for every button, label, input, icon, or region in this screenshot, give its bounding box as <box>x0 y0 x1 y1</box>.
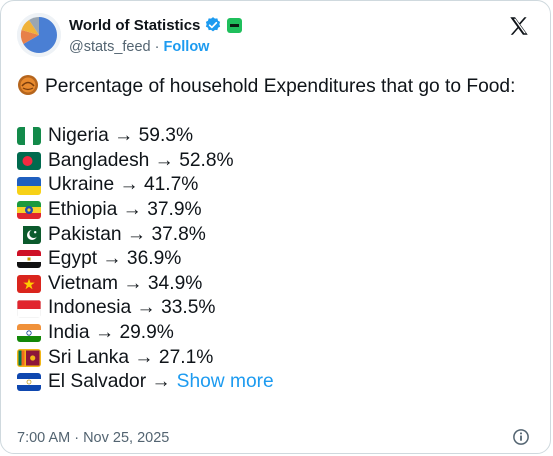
list-item: Pakistan → 37.8% <box>17 223 537 248</box>
list-item: India → 29.9% <box>17 321 537 346</box>
list-item-label: El Salvador → <box>48 371 171 393</box>
avatar-pie-chart-icon <box>17 13 61 57</box>
list-item: Indonesia → 33.5% <box>17 296 537 321</box>
avatar[interactable] <box>17 13 61 57</box>
list-item-label: Indonesia → 33.5% <box>48 297 216 319</box>
sri-lanka-flag-icon <box>17 348 41 367</box>
list-item: Egypt → 36.9% <box>17 247 537 272</box>
list-item: El Salvador → Show more <box>17 370 537 395</box>
author-name-row: World of Statistics <box>69 16 243 34</box>
list-item-label: Ethiopia → 37.9% <box>48 198 202 220</box>
post-title: Percentage of household Expenditures tha… <box>45 76 516 97</box>
verified-badge-icon <box>206 17 221 32</box>
egypt-flag-icon <box>17 250 41 269</box>
pakistan-flag-icon <box>17 225 41 244</box>
info-icon[interactable] <box>512 428 530 446</box>
list-item-label: Pakistan → 37.8% <box>48 223 206 245</box>
list-item: Ethiopia → 37.9% <box>17 198 537 223</box>
list-item: Nigeria → 59.3% <box>17 124 537 149</box>
affiliate-badge-icon <box>227 17 243 33</box>
bangladesh-flag-icon <box>17 152 41 171</box>
show-more-link[interactable]: Show more <box>176 371 274 393</box>
post-timestamp[interactable]: 7:00 AM · Nov 25, 2025 <box>17 430 170 446</box>
list-item: Vietnam → 34.9% <box>17 272 537 297</box>
list-item: Sri Lanka → 27.1% <box>17 346 537 371</box>
list-item-label: Bangladesh → 52.8% <box>48 149 234 171</box>
list-item: Bangladesh → 52.8% <box>17 149 537 174</box>
author-handle[interactable]: @stats_feed <box>69 39 151 55</box>
el-salvador-flag-icon <box>17 373 41 392</box>
author-name[interactable]: World of Statistics <box>69 16 201 34</box>
list-item-label: Vietnam → 34.9% <box>48 272 203 294</box>
list-item-label: Egypt → 36.9% <box>48 248 182 270</box>
list-item-label: Nigeria → 59.3% <box>48 125 194 147</box>
follow-button[interactable]: Follow <box>163 39 210 55</box>
pie-plate-emoji-icon <box>18 75 38 95</box>
x-logo-icon[interactable] <box>508 15 530 37</box>
post-title-line: Percentage of household Expenditures tha… <box>17 74 537 100</box>
vietnam-flag-icon <box>17 275 41 294</box>
handle-separator: · <box>154 39 160 55</box>
list-item-label: India → 29.9% <box>48 321 174 343</box>
india-flag-icon <box>17 324 41 343</box>
indonesia-flag-icon <box>17 299 41 318</box>
list-item-label: Ukraine → 41.7% <box>48 174 199 196</box>
nigeria-flag-icon <box>17 127 41 146</box>
author-handle-row: @stats_feed · Follow <box>69 39 209 55</box>
ethiopia-flag-icon <box>17 201 41 220</box>
list-item-label: Sri Lanka → 27.1% <box>48 346 214 368</box>
post-body: Percentage of household Expenditures tha… <box>17 74 537 395</box>
ukraine-flag-icon <box>17 176 41 195</box>
list-item: Ukraine → 41.7% <box>17 173 537 198</box>
